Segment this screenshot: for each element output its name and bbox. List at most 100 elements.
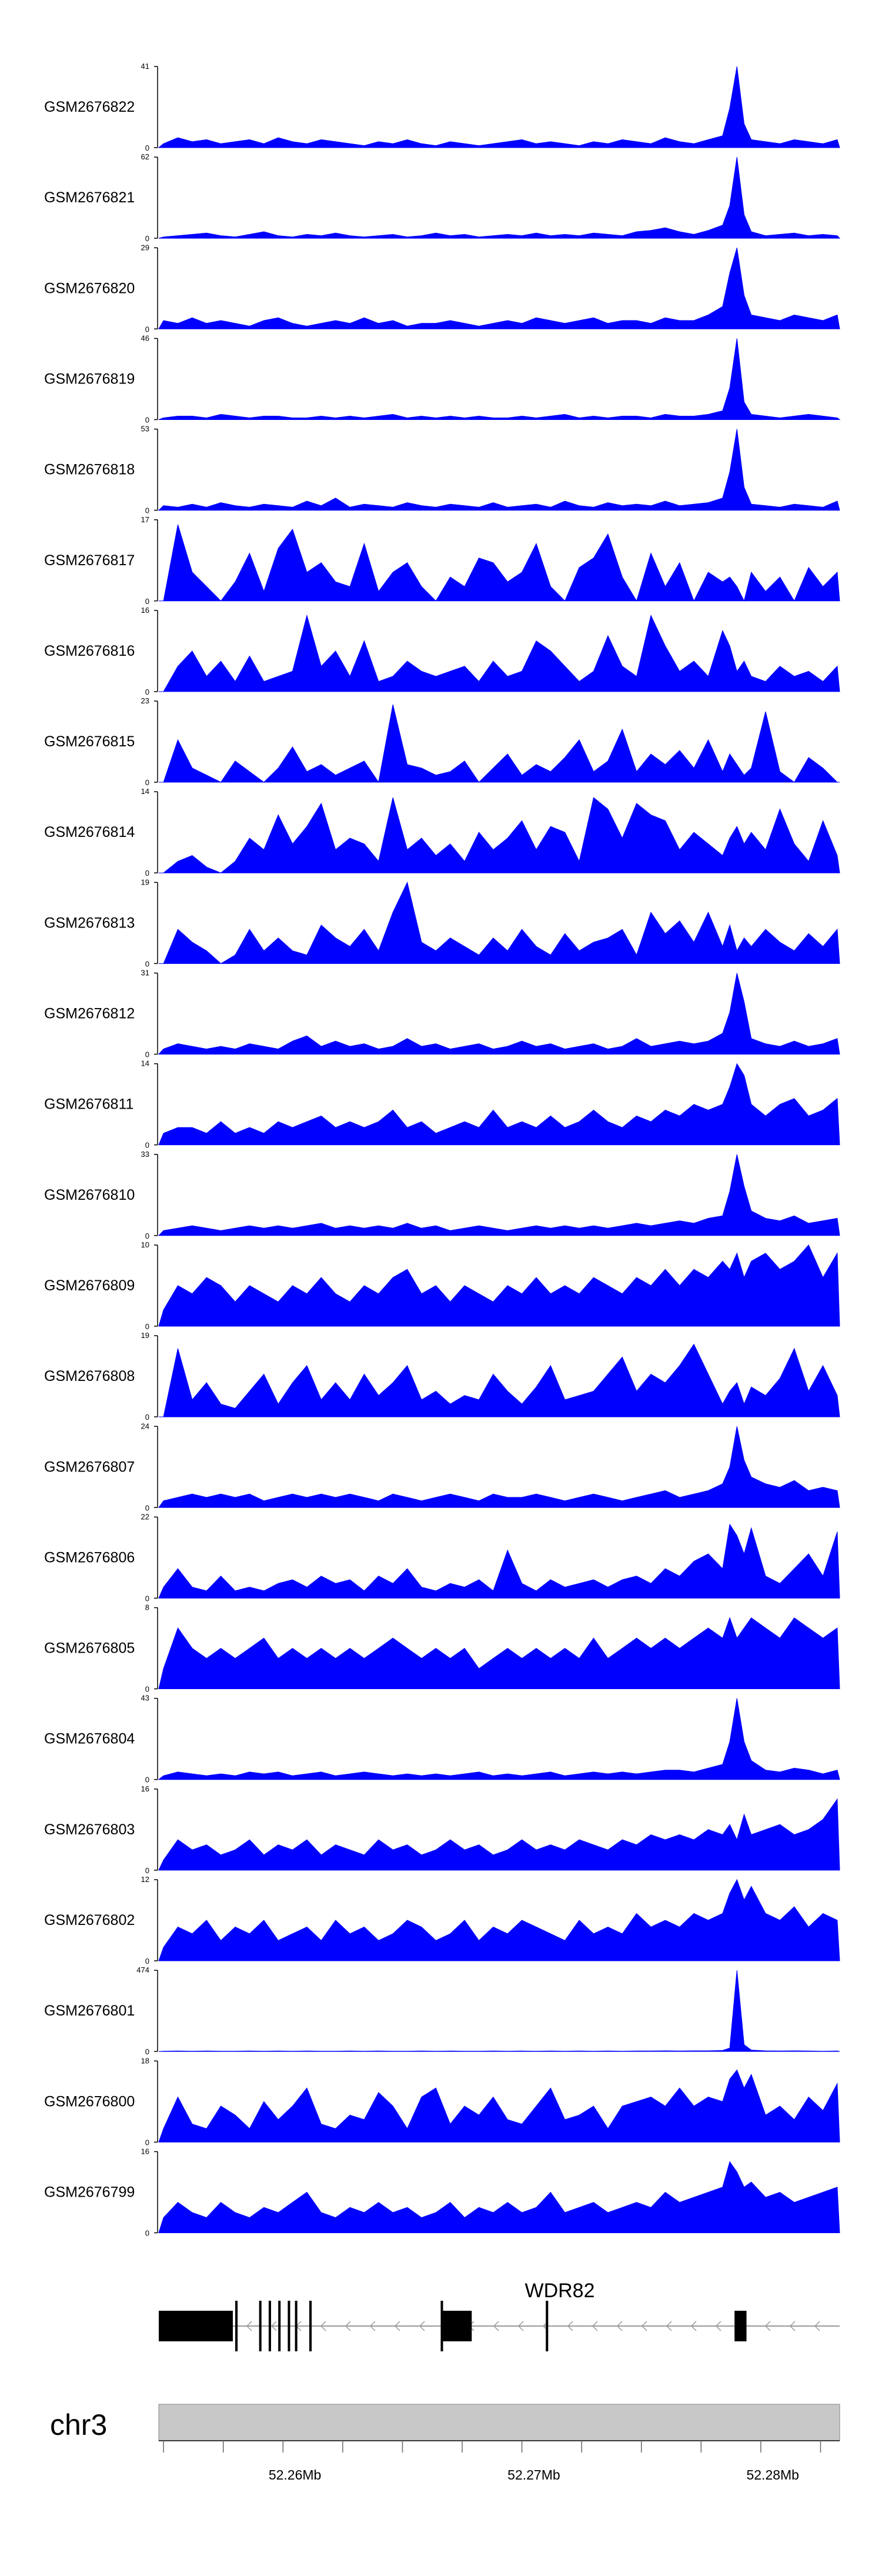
signal-area [158,248,840,329]
track-label: GSM2676803 [44,1821,135,1838]
gene-name-label: WDR82 [524,2280,594,2302]
x-tick-label: 52.28Mb [746,2467,799,2482]
signal-area [158,881,840,965]
signal-area [158,338,841,420]
y-max-label: 24 [141,1422,149,1430]
y-max-label: 29 [141,243,149,252]
track-GSM2676805: GSM2676805 8 0 [44,1603,840,1694]
track-label: GSM2676807 [44,1459,135,1475]
y-max-label: 46 [141,333,149,342]
y-max-label: 41 [141,62,149,71]
y-max-label: 23 [141,696,149,705]
y-min-label: 0 [145,959,149,968]
y-max-label: 16 [141,606,149,615]
signal-area [158,2161,840,2233]
y-max-label: 19 [141,877,149,886]
track-label: GSM2676815 [44,733,135,750]
track-GSM2676800: GSM2676800 18 0 [44,2056,840,2147]
y-max-label: 62 [141,152,149,161]
track-GSM2676818: GSM2676818 53 0 [44,425,840,515]
y-min-label: 0 [145,1594,149,1603]
y-min-label: 0 [145,2047,149,2056]
chromosome-band [158,2404,840,2441]
y-min-label: 0 [145,597,149,606]
strand-chevron [592,2321,598,2331]
strand-chevron [789,2321,796,2331]
signal-area [158,1244,840,1327]
exon [309,2301,312,2351]
y-min-label: 0 [145,1503,149,1512]
signal-area [158,1698,840,1780]
strand-chevron [814,2321,820,2331]
y-min-label: 0 [145,325,149,333]
y-min-label: 0 [145,1322,149,1331]
track-label: GSM2676809 [44,1277,135,1294]
strand-chevron [394,2321,400,2331]
strand-chevron [369,2321,376,2331]
y-min-label: 0 [145,1776,149,1784]
signal-area [158,1798,840,1871]
signal-area [158,1523,840,1599]
signal-area [158,524,840,602]
track-GSM2676809: GSM2676809 10 0 [44,1240,840,1331]
y-max-label: 53 [141,425,149,433]
track-label: GSM2676813 [44,915,135,931]
y-min-label: 0 [145,1050,149,1059]
exon [159,2311,233,2341]
y-min-label: 0 [145,144,149,152]
y-max-label: 19 [141,1331,149,1340]
strand-chevron [567,2321,573,2331]
track-label: GSM2676802 [44,1912,135,1928]
y-min-label: 0 [145,1685,149,1694]
track-GSM2676815: GSM2676815 23 0 [44,696,840,787]
exon [546,2301,549,2351]
track-label: GSM2676805 [44,1640,135,1657]
track-label: GSM2676820 [44,280,135,296]
y-min-label: 0 [145,415,149,424]
y-max-label: 14 [141,1059,149,1068]
track-label: GSM2676816 [44,643,135,659]
track-GSM2676820: GSM2676820 29 0 [44,243,840,333]
signal-area [158,704,840,783]
signal-area [159,797,840,873]
gene-model-track: WDR82 [159,2280,840,2351]
y-min-label: 0 [145,1413,149,1422]
track-GSM2676813: GSM2676813 19 0 [44,877,840,968]
y-max-label: 474 [136,1966,149,1974]
track-label: GSM2676810 [44,1187,135,1203]
track-label: GSM2676811 [44,1096,133,1113]
y-min-label: 0 [145,1957,149,1966]
y-min-label: 0 [145,1866,149,1875]
track-GSM2676816: GSM2676816 16 0 [44,606,840,696]
track-label: GSM2676818 [44,462,135,478]
y-min-label: 0 [145,869,149,877]
y-max-label: 17 [141,515,149,524]
track-GSM2676799: GSM2676799 16 0 [44,2147,840,2237]
track-label: GSM2676804 [44,1731,135,1747]
track-GSM2676814: GSM2676814 14 0 [44,787,840,877]
y-max-label: 8 [145,1603,149,1612]
genomic-x-axis: 52.26Mb 52.27Mb 52.28Mb [159,2440,840,2482]
strand-chevron [715,2321,721,2331]
y-min-label: 0 [145,506,149,515]
signal-area [159,1343,840,1417]
y-max-label: 22 [141,1512,149,1521]
track-label: GSM2676808 [44,1368,135,1384]
strand-chevron [320,2321,326,2331]
x-tick-label: 52.26Mb [269,2467,322,2482]
y-min-label: 0 [145,234,149,243]
strand-chevron [666,2321,672,2331]
y-max-label: 10 [141,1240,149,1249]
track-GSM2676810: GSM2676810 33 0 [44,1150,840,1240]
strand-chevron [641,2321,647,2331]
track-GSM2676807: GSM2676807 24 0 [44,1422,840,1512]
strand-chevron [246,2321,252,2331]
strand-chevron [764,2321,771,2331]
y-min-label: 0 [145,1232,149,1240]
y-min-label: 0 [145,688,149,696]
track-GSM2676802: GSM2676802 12 0 [44,1875,840,1966]
signal-area [158,973,840,1055]
track-GSM2676801: GSM2676801 474 0 [44,1966,840,2056]
track-label: GSM2676822 [44,99,135,115]
strand-chevron [270,2321,277,2331]
